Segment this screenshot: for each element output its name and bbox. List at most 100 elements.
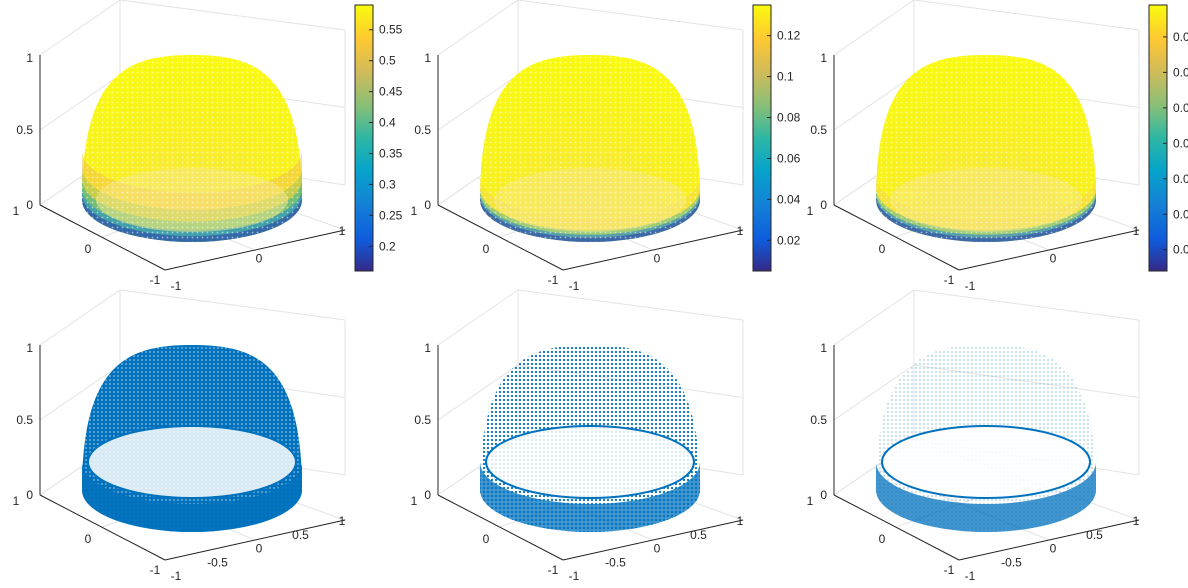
x-tick-label: 0	[654, 252, 661, 266]
colorbar-tick-label: 0.06	[777, 151, 801, 165]
x-tick-label: -1	[569, 279, 580, 293]
y-tick-label: 0	[879, 242, 886, 256]
y-tick-label: 1	[807, 204, 814, 218]
point-cloud	[480, 345, 700, 532]
z-tick-label: 0	[424, 198, 431, 212]
colorbar-tick-label: 0.1	[777, 70, 794, 84]
y-tick-label: 0	[85, 242, 92, 256]
axes-lines	[39, 345, 346, 561]
y-tick-label: 1	[807, 494, 814, 508]
point-cloud	[876, 55, 1096, 242]
point-cloud	[82, 55, 302, 242]
colorbar-tick-label: 0.4	[379, 116, 396, 130]
dome-mesh	[82, 55, 302, 242]
y-axis	[39, 204, 166, 271]
x-axis	[164, 519, 346, 561]
colorbar-tick-label: 0.3	[379, 177, 396, 191]
x-tick-label: 1	[339, 224, 346, 238]
dome-floor-ring	[882, 426, 1090, 498]
colorbar-tick-label: 0.55	[379, 23, 403, 37]
grid-line	[39, 0, 346, 56]
colorbar-tick-label: 0.04	[777, 192, 801, 206]
colorbar-tick-label: 0.5	[379, 54, 396, 68]
axes-lines	[437, 345, 744, 561]
y-tick-label: -1	[548, 273, 559, 287]
rim-ellipse	[485, 425, 695, 499]
x-tick-label: -1	[965, 279, 976, 293]
x-tick-label: 1	[737, 514, 744, 528]
x-tick-label: 0	[654, 542, 661, 556]
x-tick-label: 1	[339, 514, 346, 528]
colorbar-tick-label: 0.2	[379, 239, 396, 253]
y-tick-label: 0	[483, 532, 490, 546]
y-tick-label: -1	[150, 563, 161, 577]
grid-line	[833, 289, 1140, 346]
dome-floor-ring	[486, 426, 694, 498]
x-axis	[958, 229, 1140, 271]
y-axis	[833, 204, 960, 271]
colorbar: 0.01 0.02 0.03 0.04 0.05 0.06 0.07	[1148, 4, 1188, 272]
z-tick-label: 1	[424, 341, 431, 355]
colorbar-tick-label: 0.02	[777, 233, 801, 247]
colorbar-tick-label: 0.12	[777, 29, 801, 43]
x-tick-label: -1	[965, 569, 976, 583]
dome-mesh	[876, 55, 1096, 242]
colorbar-tick-label: 0.25	[379, 208, 403, 222]
z-tick-label: 0.5	[414, 123, 431, 137]
point-cloud	[82, 345, 302, 532]
y-tick-label: 1	[13, 494, 20, 508]
y-tick-label: -1	[944, 563, 955, 577]
y-tick-label: 1	[411, 494, 418, 508]
axes-lines	[833, 345, 1140, 561]
colorbar-gradient	[354, 4, 374, 272]
x-axis	[958, 519, 1140, 561]
grid-line	[39, 289, 346, 346]
grid-line	[437, 289, 744, 346]
z-tick-label: 0	[26, 198, 33, 212]
z-tick-label: 0	[820, 488, 827, 502]
x-tick-label: -0.5	[207, 555, 228, 569]
z-tick-label: 0	[820, 198, 827, 212]
rim-band	[876, 462, 1096, 532]
rim-ellipse	[881, 425, 1091, 499]
y-tick-label: 1	[13, 204, 20, 218]
colorbar-tick-label: 0.05	[1173, 101, 1188, 115]
x-tick-label: 0.5	[1086, 528, 1103, 542]
z-tick-label: 0.5	[810, 123, 827, 137]
colorbar-tick-label: 0.01	[1173, 243, 1188, 257]
x-tick-label: 0	[1050, 542, 1057, 556]
z-tick-label: 1	[820, 51, 827, 65]
y-axis	[437, 494, 564, 561]
y-axis	[833, 494, 960, 561]
colorbar-tick-label: 0.02	[1173, 207, 1188, 221]
x-tick-label: 0	[256, 252, 263, 266]
z-tick-label: 0.5	[810, 413, 827, 427]
z-tick-label: 0.5	[16, 123, 33, 137]
axes-lines	[39, 55, 346, 271]
z-tick-label: 0.5	[16, 413, 33, 427]
x-tick-label: -1	[171, 569, 182, 583]
y-tick-label: -1	[150, 273, 161, 287]
z-tick-label: 1	[26, 341, 33, 355]
rim-ellipse	[87, 425, 297, 499]
z-tick-label: 0.5	[414, 413, 431, 427]
dome-floor-ring	[88, 426, 296, 498]
x-tick-label: -0.5	[1001, 555, 1022, 569]
colorbar-tick-label: 0.08	[777, 111, 801, 125]
z-tick-label: 0	[26, 488, 33, 502]
y-tick-label: 0	[879, 532, 886, 546]
rim-band	[480, 462, 700, 532]
x-tick-label: 0.5	[690, 528, 707, 542]
z-tick-label: 0	[424, 488, 431, 502]
x-tick-label: 1	[737, 224, 744, 238]
colorbar: 0.02 0.04 0.06 0.08 0.1 0.12	[752, 4, 801, 272]
x-axis	[562, 519, 744, 561]
colorbar-tick-label: 0.04	[1173, 136, 1188, 150]
z-tick-label: 1	[26, 51, 33, 65]
z-tick-label: 1	[820, 341, 827, 355]
y-tick-label: 0	[483, 242, 490, 256]
x-tick-label: 0	[1050, 252, 1057, 266]
